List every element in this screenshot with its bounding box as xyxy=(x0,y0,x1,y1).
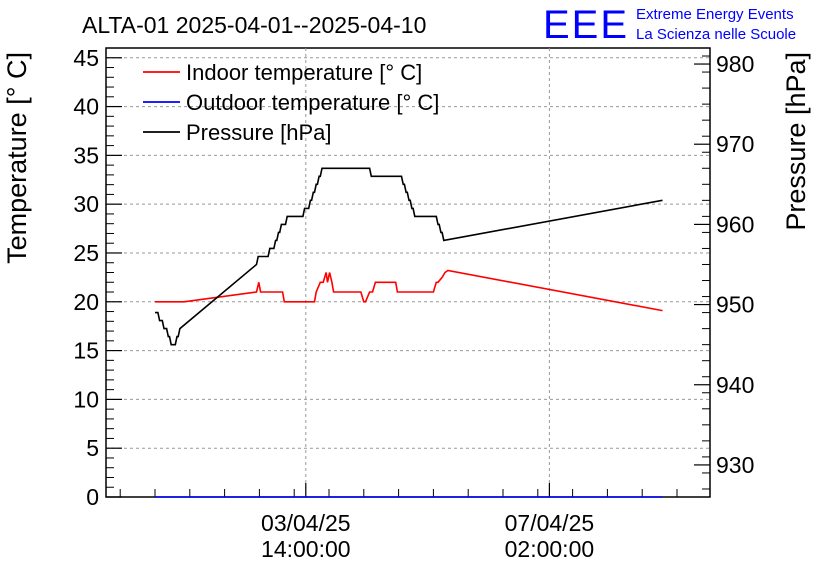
left-tick-label: 5 xyxy=(86,435,99,461)
right-tick-label: 970 xyxy=(716,131,754,157)
right-tick-label: 980 xyxy=(716,51,754,77)
x-tick-time-label: 14:00:00 xyxy=(261,536,351,562)
left-tick-label: 20 xyxy=(73,289,99,315)
legend: Indoor temperature [° C] Outdoor tempera… xyxy=(143,60,439,145)
right-tick-label: 940 xyxy=(716,372,754,398)
logo-line-2: La Scienza nelle Scuole xyxy=(636,26,796,43)
logo-line-1: Extreme Energy Events xyxy=(636,6,794,23)
x-tick-date-label: 07/04/25 xyxy=(505,510,595,536)
left-tick-label: 40 xyxy=(73,94,99,120)
grid xyxy=(106,48,710,497)
right-tick-label: 960 xyxy=(716,211,754,237)
series xyxy=(155,167,663,498)
left-tick-label: 30 xyxy=(73,191,99,217)
right-tick-label: 950 xyxy=(716,292,754,318)
chart-title: ALTA-01 2025-04-01--2025-04-10 xyxy=(82,12,426,38)
legend-label-outdoor: Outdoor temperature [° C] xyxy=(186,90,439,115)
eee-logo: EEE Extreme Energy Events La Scienza nel… xyxy=(543,3,796,47)
indoor-temperature-line xyxy=(155,269,663,312)
left-tick-label: 0 xyxy=(86,484,99,510)
legend-label-pressure: Pressure [hPa] xyxy=(186,120,332,145)
left-tick-label: 10 xyxy=(73,386,99,412)
x-tick-time-label: 02:00:00 xyxy=(505,536,595,562)
legend-label-indoor: Indoor temperature [° C] xyxy=(186,60,422,85)
left-tick-label: 15 xyxy=(73,338,99,364)
x-tick-date-label: 03/04/25 xyxy=(261,510,351,536)
plot-frame xyxy=(105,47,711,498)
y-axis-left-label: Temperature [° C] xyxy=(2,52,32,264)
right-tick-label: 930 xyxy=(716,452,754,478)
left-tick-label: 45 xyxy=(73,45,99,71)
pressure-line xyxy=(155,167,663,346)
left-tick-label: 35 xyxy=(73,142,99,168)
axes: 0 5 10 15 20 25 30 35 40 45 930 940 950 960 970 980 03/0… xyxy=(73,45,754,562)
left-tick-label: 25 xyxy=(73,240,99,266)
eee-logo-mark: EEE xyxy=(543,3,629,47)
y-axis-right-label: Pressure [hPa] xyxy=(781,52,811,231)
